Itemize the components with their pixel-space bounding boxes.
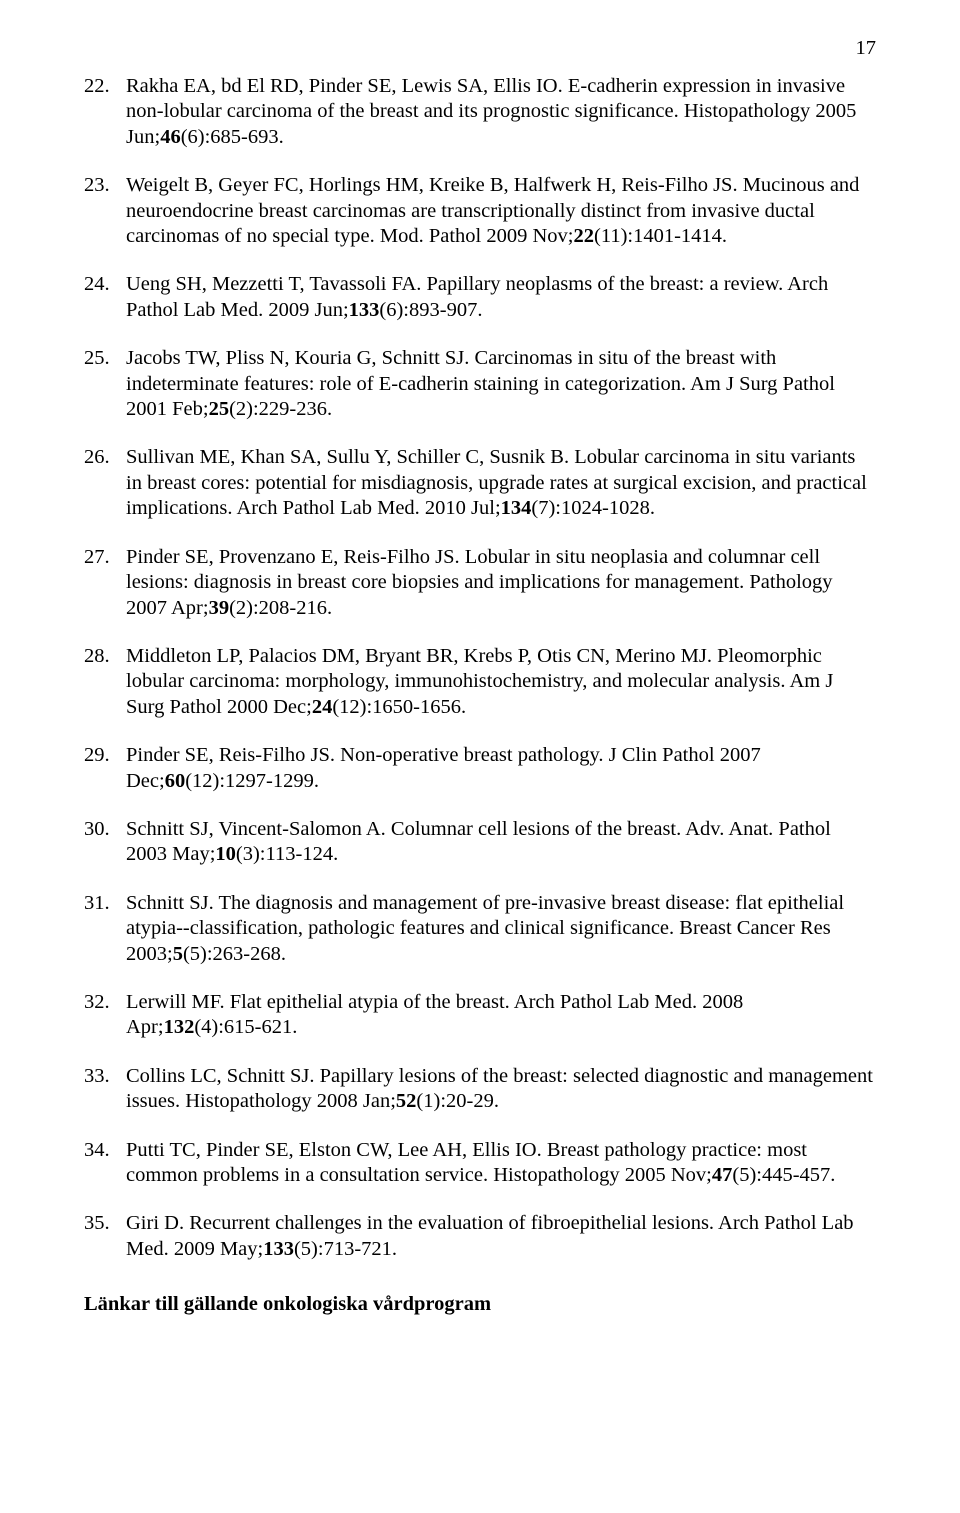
reference-bold-span: 46 — [160, 126, 181, 148]
reference-bold-span: 132 — [164, 1016, 195, 1038]
reference-text: Collins LC, Schnitt SJ. Papillary lesion… — [126, 1064, 876, 1115]
reference-text: Jacobs TW, Pliss N, Kouria G, Schnitt SJ… — [126, 346, 876, 422]
reference-number: 23. — [84, 173, 126, 249]
reference-text: Sullivan ME, Khan SA, Sullu Y, Schiller … — [126, 445, 876, 521]
reference-span: (3):113-124. — [236, 843, 338, 865]
reference-text: Putti TC, Pinder SE, Elston CW, Lee AH, … — [126, 1138, 876, 1189]
reference-bold-span: 5 — [173, 943, 183, 965]
reference-text: Rakha EA, bd El RD, Pinder SE, Lewis SA,… — [126, 74, 876, 150]
reference-text: Schnitt SJ. The diagnosis and management… — [126, 891, 876, 967]
reference-bold-span: 133 — [349, 299, 380, 321]
reference-span: Sullivan ME, Khan SA, Sullu Y, Schiller … — [126, 446, 867, 519]
reference-item: 32.Lerwill MF. Flat epithelial atypia of… — [84, 990, 876, 1041]
reference-span: (7):1024-1028. — [531, 497, 655, 519]
reference-span: Weigelt B, Geyer FC, Horlings HM, Kreike… — [126, 174, 859, 247]
reference-number: 28. — [84, 644, 126, 720]
reference-span: (4):615-621. — [194, 1016, 297, 1038]
reference-item: 28.Middleton LP, Palacios DM, Bryant BR,… — [84, 644, 876, 720]
reference-item: 24.Ueng SH, Mezzetti T, Tavassoli FA. Pa… — [84, 272, 876, 323]
reference-item: 27.Pinder SE, Provenzano E, Reis-Filho J… — [84, 545, 876, 621]
reference-bold-span: 134 — [501, 497, 532, 519]
reference-bold-span: 52 — [396, 1090, 417, 1112]
footer-heading: Länkar till gällande onkologiska vårdpro… — [84, 1292, 876, 1317]
reference-span: (6):685-693. — [181, 126, 284, 148]
reference-span: (2):208-216. — [229, 597, 332, 619]
reference-span: (6):893-907. — [379, 299, 482, 321]
reference-text: Lerwill MF. Flat epithelial atypia of th… — [126, 990, 876, 1041]
reference-number: 26. — [84, 445, 126, 521]
reference-text: Giri D. Recurrent challenges in the eval… — [126, 1211, 876, 1262]
reference-item: 25.Jacobs TW, Pliss N, Kouria G, Schnitt… — [84, 346, 876, 422]
reference-span: Giri D. Recurrent challenges in the eval… — [126, 1212, 854, 1259]
reference-number: 22. — [84, 74, 126, 150]
reference-number: 29. — [84, 743, 126, 794]
reference-number: 33. — [84, 1064, 126, 1115]
reference-item: 30.Schnitt SJ, Vincent-Salomon A. Column… — [84, 817, 876, 868]
reference-bold-span: 22 — [574, 225, 595, 247]
reference-text: Pinder SE, Reis-Filho JS. Non-operative … — [126, 743, 876, 794]
reference-span: (12):1297-1299. — [185, 770, 319, 792]
reference-span: (2):229-236. — [229, 398, 332, 420]
document-page: 17 22.Rakha EA, bd El RD, Pinder SE, Lew… — [0, 0, 960, 1513]
reference-span: (1):20-29. — [416, 1090, 499, 1112]
reference-text: Weigelt B, Geyer FC, Horlings HM, Kreike… — [126, 173, 876, 249]
reference-item: 34.Putti TC, Pinder SE, Elston CW, Lee A… — [84, 1138, 876, 1189]
reference-item: 26.Sullivan ME, Khan SA, Sullu Y, Schill… — [84, 445, 876, 521]
page-number: 17 — [856, 36, 877, 61]
reference-item: 29.Pinder SE, Reis-Filho JS. Non-operati… — [84, 743, 876, 794]
references-list: 22.Rakha EA, bd El RD, Pinder SE, Lewis … — [84, 74, 876, 1262]
reference-text: Pinder SE, Provenzano E, Reis-Filho JS. … — [126, 545, 876, 621]
reference-item: 31.Schnitt SJ. The diagnosis and managem… — [84, 891, 876, 967]
reference-item: 35.Giri D. Recurrent challenges in the e… — [84, 1211, 876, 1262]
reference-bold-span: 133 — [263, 1238, 294, 1260]
reference-number: 27. — [84, 545, 126, 621]
reference-bold-span: 47 — [712, 1164, 733, 1186]
reference-item: 22.Rakha EA, bd El RD, Pinder SE, Lewis … — [84, 74, 876, 150]
reference-span: Putti TC, Pinder SE, Elston CW, Lee AH, … — [126, 1139, 807, 1186]
reference-span: Middleton LP, Palacios DM, Bryant BR, Kr… — [126, 645, 833, 718]
reference-text: Ueng SH, Mezzetti T, Tavassoli FA. Papil… — [126, 272, 876, 323]
reference-span: Collins LC, Schnitt SJ. Papillary lesion… — [126, 1065, 873, 1112]
reference-bold-span: 10 — [215, 843, 236, 865]
reference-number: 30. — [84, 817, 126, 868]
reference-item: 33.Collins LC, Schnitt SJ. Papillary les… — [84, 1064, 876, 1115]
reference-number: 32. — [84, 990, 126, 1041]
reference-span: (12):1650-1656. — [332, 696, 466, 718]
reference-span: (5):713-721. — [294, 1238, 397, 1260]
reference-bold-span: 24 — [312, 696, 333, 718]
reference-text: Schnitt SJ, Vincent-Salomon A. Columnar … — [126, 817, 876, 868]
reference-number: 25. — [84, 346, 126, 422]
reference-number: 34. — [84, 1138, 126, 1189]
reference-bold-span: 60 — [165, 770, 186, 792]
reference-number: 35. — [84, 1211, 126, 1262]
reference-span: (11):1401-1414. — [594, 225, 727, 247]
reference-number: 24. — [84, 272, 126, 323]
reference-text: Middleton LP, Palacios DM, Bryant BR, Kr… — [126, 644, 876, 720]
reference-item: 23.Weigelt B, Geyer FC, Horlings HM, Kre… — [84, 173, 876, 249]
reference-bold-span: 39 — [209, 597, 230, 619]
reference-bold-span: 25 — [209, 398, 230, 420]
reference-span: (5):263-268. — [183, 943, 286, 965]
reference-span: (5):445-457. — [732, 1164, 835, 1186]
reference-number: 31. — [84, 891, 126, 967]
